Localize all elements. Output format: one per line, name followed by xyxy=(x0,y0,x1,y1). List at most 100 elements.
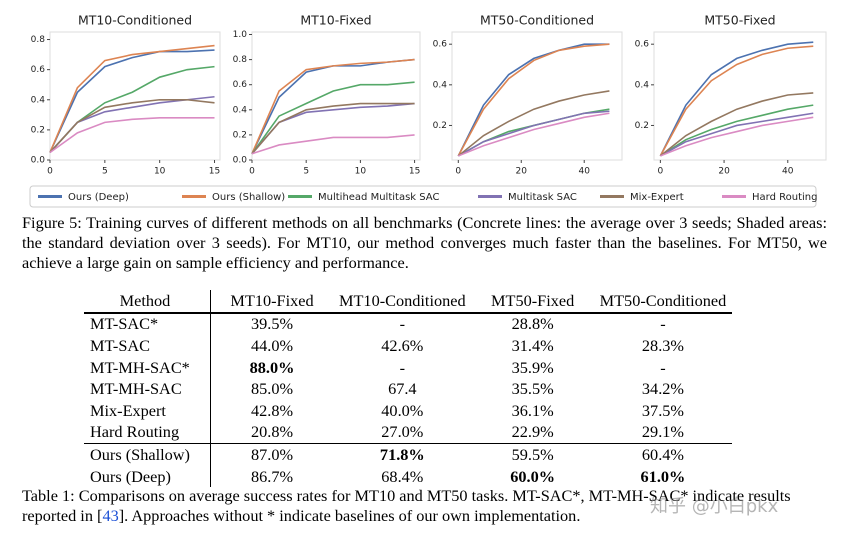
citation-link[interactable]: 43 xyxy=(102,506,119,525)
table-cell: 85.0% xyxy=(250,379,294,399)
legend-label: Mix-Expert xyxy=(630,192,684,203)
y-tick-label: 0.2 xyxy=(635,121,649,131)
table-cell: 40.0% xyxy=(381,400,424,420)
table-cell: Mix-Expert xyxy=(84,399,211,422)
table-row: MT-MH-SAC* 88.0% - 35.9% - xyxy=(84,356,732,379)
row-group: Ours (Shallow) 87.0% 71.8% 59.5% 60.4% Ours (… xyxy=(84,443,732,488)
y-tick-label: 0.4 xyxy=(31,95,46,105)
series-line xyxy=(251,102,415,155)
series-line xyxy=(251,81,415,155)
table-cell: 28.8% xyxy=(511,314,554,334)
legend-box xyxy=(29,185,817,208)
table-row: Mix-Expert 42.8% 40.0% 36.1% 37.5% xyxy=(84,399,732,422)
table-cell: 61.0% xyxy=(640,466,686,486)
table-cell: 86.7% xyxy=(250,466,294,486)
y-tick-label: 0.8 xyxy=(233,55,248,65)
series-line xyxy=(659,104,814,157)
header-cell: MT10-Fixed xyxy=(230,290,314,310)
table-cell: 29.1% xyxy=(641,422,684,442)
table-cell: 27.0% xyxy=(381,422,424,442)
table-cell: MT-MH-SAC* xyxy=(84,356,211,379)
x-tick-label: 0 xyxy=(47,167,53,177)
series-line xyxy=(49,98,215,154)
table-cell: - xyxy=(660,314,666,334)
table-cell: - xyxy=(399,314,406,334)
legend-label: Multihead Multitask SAC xyxy=(318,192,439,203)
table-cell: 44.0% xyxy=(250,335,294,355)
table-caption: Table 1: Comparisons on average success … xyxy=(22,486,827,526)
series-line xyxy=(659,41,814,157)
legend-label: Ours (Deep) xyxy=(68,192,129,203)
table-cell: 59.5% xyxy=(511,444,554,464)
series-line xyxy=(49,44,215,153)
table-cell: 60.4% xyxy=(641,444,684,464)
x-tick-label: 10 xyxy=(154,167,166,177)
y-tick-label: 0.6 xyxy=(31,65,46,75)
table-cell: 71.8% xyxy=(379,444,425,464)
y-tick-label: 0.4 xyxy=(233,105,248,115)
row-group: MT-SAC* 39.5% - 28.8% - MT-SAC 44.0% 42.6% 31.4%… xyxy=(84,312,733,444)
series-line xyxy=(660,116,814,157)
figure: MT10-Conditioned 0.0 0.2 0.4 0.6 0.8 0 5 10 15 MT1… xyxy=(29,13,827,208)
x-tick-label: 5 xyxy=(102,167,108,177)
table-cell: 34.2% xyxy=(641,379,684,399)
y-tick-label: 0.8 xyxy=(31,35,46,45)
table-cell: 36.1% xyxy=(511,400,554,420)
table-cell: Ours (Shallow) xyxy=(84,443,211,466)
y-tick-label: 1.0 xyxy=(233,30,248,40)
y-tick-label: 0.4 xyxy=(433,80,448,90)
x-tick-label: 0 xyxy=(455,167,461,177)
table-cell: 20.8% xyxy=(250,422,294,442)
table-cell: 37.5% xyxy=(641,400,684,420)
x-tick-label: 0 xyxy=(658,167,664,177)
caption-text: Table 1: Comparisons on average success … xyxy=(22,486,791,525)
series-line xyxy=(457,43,610,157)
series-line xyxy=(659,92,814,157)
table-cell: 39.5% xyxy=(250,314,294,334)
series-line xyxy=(251,58,415,155)
y-tick-label: 0.4 xyxy=(635,80,650,90)
x-tick-label: 40 xyxy=(782,167,794,177)
chart-title: MT10-Conditioned xyxy=(78,13,192,28)
table-cell: 88.0% xyxy=(249,357,295,377)
x-tick-label: 20 xyxy=(516,167,528,177)
y-tick-label: 0.6 xyxy=(433,40,448,50)
legend-label: Multitask SAC xyxy=(508,192,577,203)
series-line xyxy=(659,112,814,157)
header-cell: Method xyxy=(84,290,211,313)
x-tick-label: 0 xyxy=(249,167,255,177)
y-tick-label: 0.6 xyxy=(233,80,248,90)
y-tick-label: 0.0 xyxy=(31,156,46,166)
table-cell: Ours (Deep) xyxy=(84,465,211,488)
x-tick-label: 5 xyxy=(303,167,309,177)
y-tick-label: 0.6 xyxy=(635,40,650,50)
table-cell: 60.0% xyxy=(510,466,556,486)
table-row: MT-MH-SAC 85.0% 67.4 35.5% 34.2% xyxy=(84,378,732,400)
table-cell: 68.4% xyxy=(381,466,424,486)
table-row: MT-SAC* 39.5% - 28.8% - xyxy=(84,312,732,336)
x-tick-label: 10 xyxy=(355,167,367,177)
figure-caption: Figure 5: Training curves of different m… xyxy=(22,213,827,272)
header-cell: MT10-Conditioned xyxy=(339,290,466,310)
table-cell: 87.0% xyxy=(250,444,294,464)
table-cell: 31.4% xyxy=(511,335,554,355)
table-cell: - xyxy=(399,357,406,377)
series-line xyxy=(49,49,215,153)
series-line xyxy=(659,45,814,157)
results-table: Method MT10-Fixed MT10-Conditioned MT50-Fix… xyxy=(84,290,733,488)
series-line xyxy=(457,110,610,157)
table-cell: 28.3% xyxy=(641,335,684,355)
y-tick-label: 0.0 xyxy=(233,156,248,166)
table-cell: 35.5% xyxy=(511,379,554,399)
table-cell: 42.8% xyxy=(250,400,294,420)
header-cell: MT50-Conditioned xyxy=(599,290,727,310)
y-tick-label: 0.2 xyxy=(31,125,45,135)
x-tick-label: 40 xyxy=(578,167,590,177)
y-tick-label: 0.2 xyxy=(433,121,447,131)
table-cell: MT-SAC xyxy=(84,335,211,357)
series-line xyxy=(251,134,415,155)
series-line xyxy=(49,117,215,154)
chart-title: MT50-Fixed xyxy=(704,13,775,28)
chart-title: MT10-Fixed xyxy=(300,13,371,28)
